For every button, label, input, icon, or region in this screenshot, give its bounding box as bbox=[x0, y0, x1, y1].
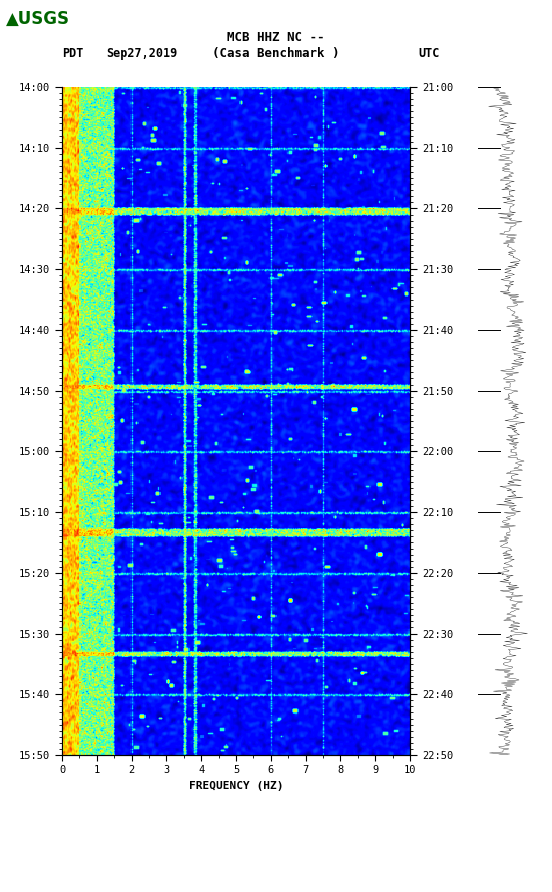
Text: ▲USGS: ▲USGS bbox=[6, 10, 70, 29]
Text: Sep27,2019: Sep27,2019 bbox=[106, 47, 177, 60]
X-axis label: FREQUENCY (HZ): FREQUENCY (HZ) bbox=[189, 781, 283, 791]
Text: (Casa Benchmark ): (Casa Benchmark ) bbox=[213, 47, 339, 60]
Text: UTC: UTC bbox=[418, 47, 439, 60]
Text: PDT: PDT bbox=[62, 47, 83, 60]
Text: MCB HHZ NC --: MCB HHZ NC -- bbox=[227, 31, 325, 44]
